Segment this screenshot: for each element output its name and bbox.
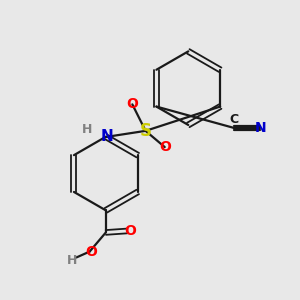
Text: N: N xyxy=(101,129,114,144)
Text: N: N xyxy=(255,121,266,135)
Text: H: H xyxy=(82,123,92,136)
Text: C: C xyxy=(230,113,238,126)
Text: O: O xyxy=(159,140,171,154)
Text: H: H xyxy=(67,254,77,267)
Text: O: O xyxy=(85,244,97,259)
Text: O: O xyxy=(124,224,136,238)
Text: S: S xyxy=(140,122,152,140)
Text: O: O xyxy=(126,98,138,111)
